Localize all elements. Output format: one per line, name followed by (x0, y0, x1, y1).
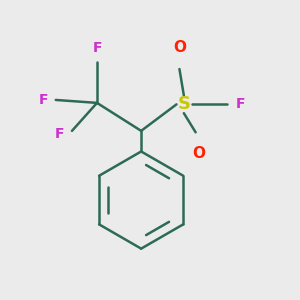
Text: F: F (55, 127, 64, 141)
Text: F: F (92, 41, 102, 55)
Text: S: S (177, 95, 190, 113)
Text: F: F (39, 93, 48, 107)
Text: F: F (236, 98, 245, 111)
Text: O: O (173, 40, 186, 55)
Text: O: O (192, 146, 205, 161)
